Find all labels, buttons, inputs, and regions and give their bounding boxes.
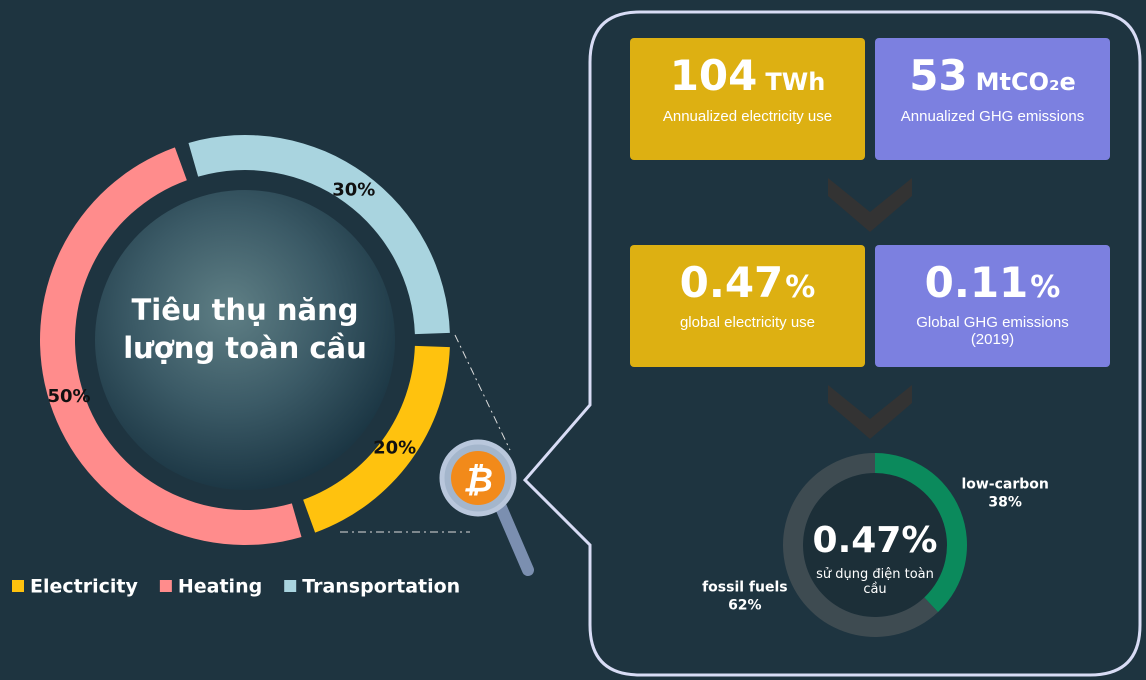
stat-label: Annualized electricity use [662,108,833,125]
chevron [828,178,912,232]
value-label: 62% [728,598,762,614]
stat-value: 104 [669,51,758,100]
stat-card: 104 TWh Annualized electricity use [630,38,865,160]
legend-swatch [12,580,24,592]
stat-unit: % [785,270,816,305]
chevron [828,385,912,439]
stat-label: Global GHG emissions (2019) [916,314,1069,348]
value-label: 38% [988,494,1022,510]
bitcoin-icon [451,451,505,505]
stat-label: Annualized GHG emissions [900,108,1085,125]
title-line: lượng toàn cầu [123,331,367,365]
stat-value-row: 104 TWh [630,52,865,106]
category-label: fossil fuels [702,580,788,596]
pie-segment [39,147,302,546]
bitcoin-symbol: ₿ [463,461,493,501]
callout-frame [522,10,1142,677]
pie-segment [188,134,450,335]
legend-label: Transportation [302,576,460,598]
legend-swatch [159,580,172,592]
stat-value-row: 0.11% [875,259,1110,312]
value-label: 30% [332,179,375,200]
legend-swatch [284,580,297,592]
value-label: 20% [373,438,416,459]
stat-value: 0.11 [924,258,1029,307]
subtitle-line: sử dụng điện toàn [816,567,934,582]
legend-label: Electricity [30,576,138,598]
stat-card: 0.11% Global GHG emissions (2019) [875,245,1110,367]
title-line: Tiêu thụ năng [131,293,358,327]
stat-value: 53 [909,51,968,100]
stat-unit: MtCO₂e [975,68,1076,96]
donut-center [803,473,947,617]
stat-label: global electricity use [679,314,816,331]
pie-segment [303,345,450,533]
pie-segment [875,453,967,613]
subtitle-line: cầu [863,582,886,597]
category-label: low-carbon [961,476,1048,492]
stat-card: 53 MtCO₂e Annualized GHG emissions [875,38,1110,160]
stat-card: 0.47% global electricity use [630,245,865,367]
stat-value-row: 53 MtCO₂e [875,52,1110,106]
chart-title: 0.47% [813,520,938,561]
pie-segment [783,453,938,638]
stat-value-row: 0.47% [630,259,865,312]
legend-label: Heating [178,576,262,598]
stat-unit: TWh [765,68,826,96]
earth [95,190,395,490]
stat-unit: % [1030,270,1061,305]
magnifier-handle [494,499,534,576]
chart-title: Tiêu thụ năng lượng toàn cầu [123,293,367,365]
value-label: 50% [48,386,91,407]
chart-subtitle: sử dụng điện toàn cầu [816,567,934,597]
zoom-line [454,334,511,451]
stat-value: 0.47 [679,258,784,307]
